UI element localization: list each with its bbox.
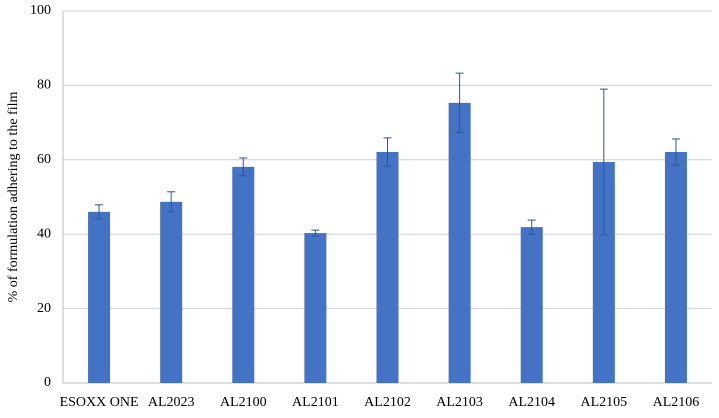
error-bar xyxy=(167,191,176,213)
y-tick-label: 80 xyxy=(37,78,51,93)
error-bar xyxy=(239,157,248,177)
x-tick-label: AL2102 xyxy=(364,395,411,410)
bar xyxy=(592,162,615,383)
bar xyxy=(160,201,183,383)
x-tick-label: AL2104 xyxy=(508,395,555,410)
bar xyxy=(232,166,255,383)
bar xyxy=(88,211,111,383)
x-tick-label: AL2105 xyxy=(580,395,627,410)
error-bar xyxy=(95,204,104,220)
y-tick-label: 40 xyxy=(37,226,51,241)
y-tick-label: 0 xyxy=(44,375,51,390)
bar xyxy=(448,102,471,383)
y-tick-label: 100 xyxy=(30,3,51,18)
x-tick-label: AL2100 xyxy=(220,395,267,410)
x-tick-label: AL2106 xyxy=(653,395,700,410)
x-tick-label: ESOXX ONE xyxy=(60,395,139,410)
x-tick-label: AL2023 xyxy=(148,395,195,410)
error-bar xyxy=(311,229,320,237)
error-bar xyxy=(455,72,464,134)
x-tick-label: AL2103 xyxy=(436,395,483,410)
y-axis-label: % of formulation adhering to the film xyxy=(6,92,21,303)
y-tick-label: 60 xyxy=(37,152,51,167)
bar xyxy=(520,227,543,383)
error-bar xyxy=(527,219,536,235)
bar xyxy=(304,233,327,383)
error-bar xyxy=(383,137,392,167)
bar xyxy=(664,151,687,383)
bar xyxy=(376,151,399,383)
y-tick-label: 20 xyxy=(37,301,51,316)
error-bar xyxy=(599,88,608,236)
error-bar xyxy=(671,138,680,166)
x-tick-label: AL2101 xyxy=(292,395,339,410)
